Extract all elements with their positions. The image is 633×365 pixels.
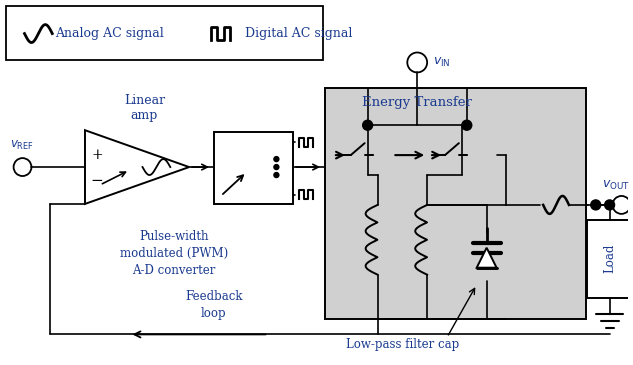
Text: Load: Load	[603, 244, 616, 273]
Circle shape	[363, 120, 373, 130]
Text: Digital AC signal: Digital AC signal	[245, 27, 352, 40]
Text: Feedback
loop: Feedback loop	[185, 289, 242, 319]
Text: $-$: $-$	[91, 172, 103, 186]
Text: Linear
amp: Linear amp	[124, 94, 165, 122]
Circle shape	[605, 200, 615, 210]
Text: +: +	[91, 148, 103, 162]
Text: Pulse-width
modulated (PWM)
A-D converter: Pulse-width modulated (PWM) A-D converte…	[120, 230, 229, 277]
Bar	[325, 88, 586, 319]
Circle shape	[274, 173, 279, 177]
Text: $v_{\rm REF}$: $v_{\rm REF}$	[11, 139, 35, 152]
Polygon shape	[477, 248, 496, 268]
Circle shape	[462, 120, 472, 130]
Text: Low-pass filter cap: Low-pass filter cap	[346, 338, 459, 351]
Text: $v_{\rm OUT}$: $v_{\rm OUT}$	[601, 179, 629, 192]
Bar	[214, 132, 293, 204]
Text: Analog AC signal: Analog AC signal	[55, 27, 164, 40]
Circle shape	[591, 200, 601, 210]
Circle shape	[274, 157, 279, 162]
Circle shape	[274, 165, 279, 170]
Text: Energy Transfer: Energy Transfer	[362, 96, 472, 109]
Bar	[587, 220, 632, 297]
Bar	[6, 6, 323, 61]
Text: $v_{\rm IN}$: $v_{\rm IN}$	[433, 56, 451, 69]
